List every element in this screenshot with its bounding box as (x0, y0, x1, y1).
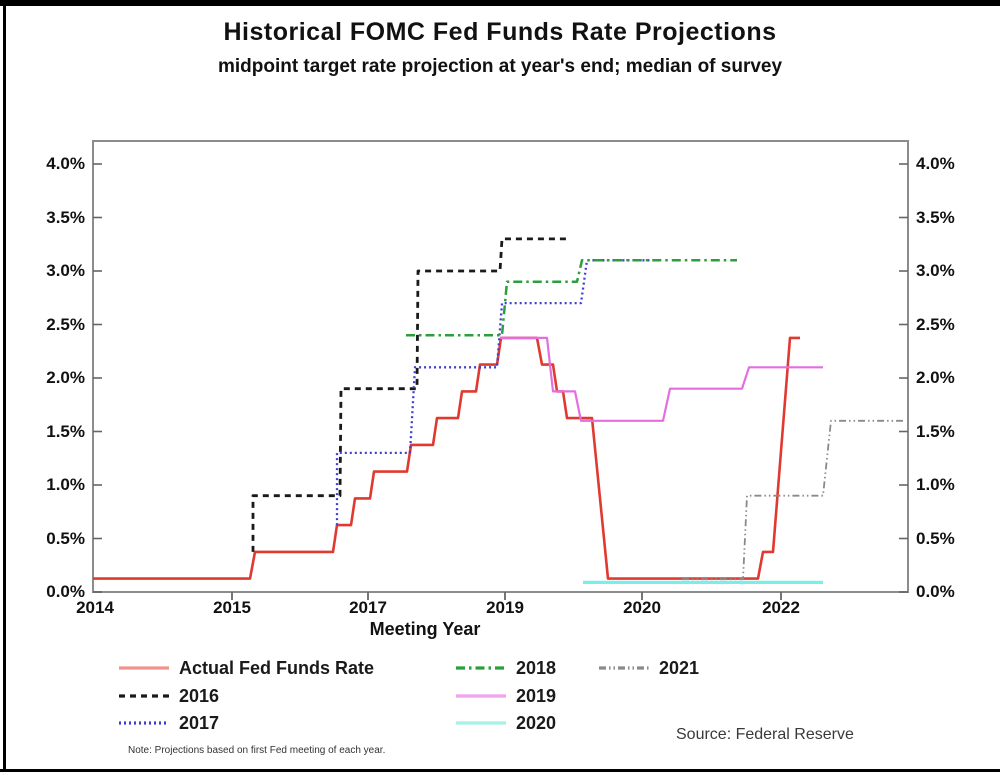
y-axis-label-right: 4.0% (916, 154, 955, 173)
legend-item-2017: 2017 (118, 711, 219, 735)
legend-item-2016: 2016 (118, 684, 219, 708)
y-axis-label-left: 0.5% (46, 528, 85, 548)
series-line-actual (93, 336, 800, 580)
legend-item-2019: 2019 (455, 684, 556, 708)
series-line-p2018 (406, 259, 737, 337)
legend-swatch (119, 694, 169, 698)
y-axis-label-right: 1.0% (916, 475, 955, 494)
y-axis-label-left: 2.0% (46, 368, 85, 387)
footnote: Note: Projections based on first Fed mee… (128, 745, 386, 756)
series-line-p2016 (251, 237, 570, 552)
y-axis-label-left: 1.0% (46, 475, 85, 494)
y-axis-label-left: 3.5% (46, 207, 85, 227)
legend-swatch (119, 666, 169, 670)
y-axis-label-right: 1.5% (916, 421, 955, 441)
series-line-p2019 (500, 336, 823, 422)
plot-border (92, 140, 909, 593)
y-axis-label-right: 2.0% (916, 368, 955, 387)
y-axis-label-left: 2.5% (46, 314, 85, 334)
x-axis-label: 2015 (213, 598, 251, 617)
y-axis-label-left: 4.0% (46, 154, 85, 173)
legend-item-2021: 2021 (598, 656, 699, 680)
screenshot-frame-bottom (0, 769, 1000, 772)
y-axis-label-right: 3.5% (916, 207, 955, 227)
y-axis-label-right: 2.5% (916, 314, 955, 334)
legend-swatch (119, 721, 169, 725)
y-axis-label-left: 3.0% (46, 261, 85, 280)
source-credit: Source: Federal Reserve (676, 726, 854, 743)
chart-subtitle: midpoint target rate projection at year'… (217, 56, 783, 77)
legend-swatch (456, 666, 506, 670)
x-axis-label: 2017 (349, 598, 387, 617)
legend-swatch (456, 721, 506, 725)
y-axis-label-left: 1.5% (46, 421, 85, 441)
legend-item-2018: 2018 (455, 656, 556, 680)
legend-label: 2020 (516, 712, 557, 733)
x-axis-label: 2020 (623, 598, 661, 617)
y-axis-label-right: 3.0% (916, 261, 955, 280)
x-axis-label: 2019 (486, 598, 524, 617)
x-axis-label: 2022 (762, 598, 800, 617)
legend-item-2020: 2020 (455, 711, 556, 735)
x-axis-title: Meeting Year (369, 619, 481, 639)
chart-title: Historical FOMC Fed Funds Rate Projectio… (223, 18, 777, 46)
screenshot-frame-left (3, 6, 6, 772)
series-line-p2017 (335, 259, 662, 526)
legend-label: 2017 (179, 712, 220, 733)
x-axis-label: 2014 (76, 598, 114, 617)
y-axis-label-right: 0.5% (916, 528, 955, 548)
legend-swatch (599, 666, 649, 670)
legend-label: 2018 (516, 657, 557, 678)
screenshot-frame-top (0, 0, 1000, 6)
legend-label: 2019 (516, 685, 557, 706)
series-line-p2021 (682, 419, 903, 581)
legend-swatch (456, 694, 506, 698)
legend-label: Actual Fed Funds Rate (179, 657, 375, 678)
legend-label: 2021 (659, 657, 700, 678)
legend-label: 2016 (179, 685, 220, 706)
y-axis-label-right: 0.0% (916, 582, 955, 601)
legend-item-actual-fed-funds-rate: Actual Fed Funds Rate (118, 656, 374, 680)
y-axis-label-left: 0.0% (46, 582, 85, 601)
